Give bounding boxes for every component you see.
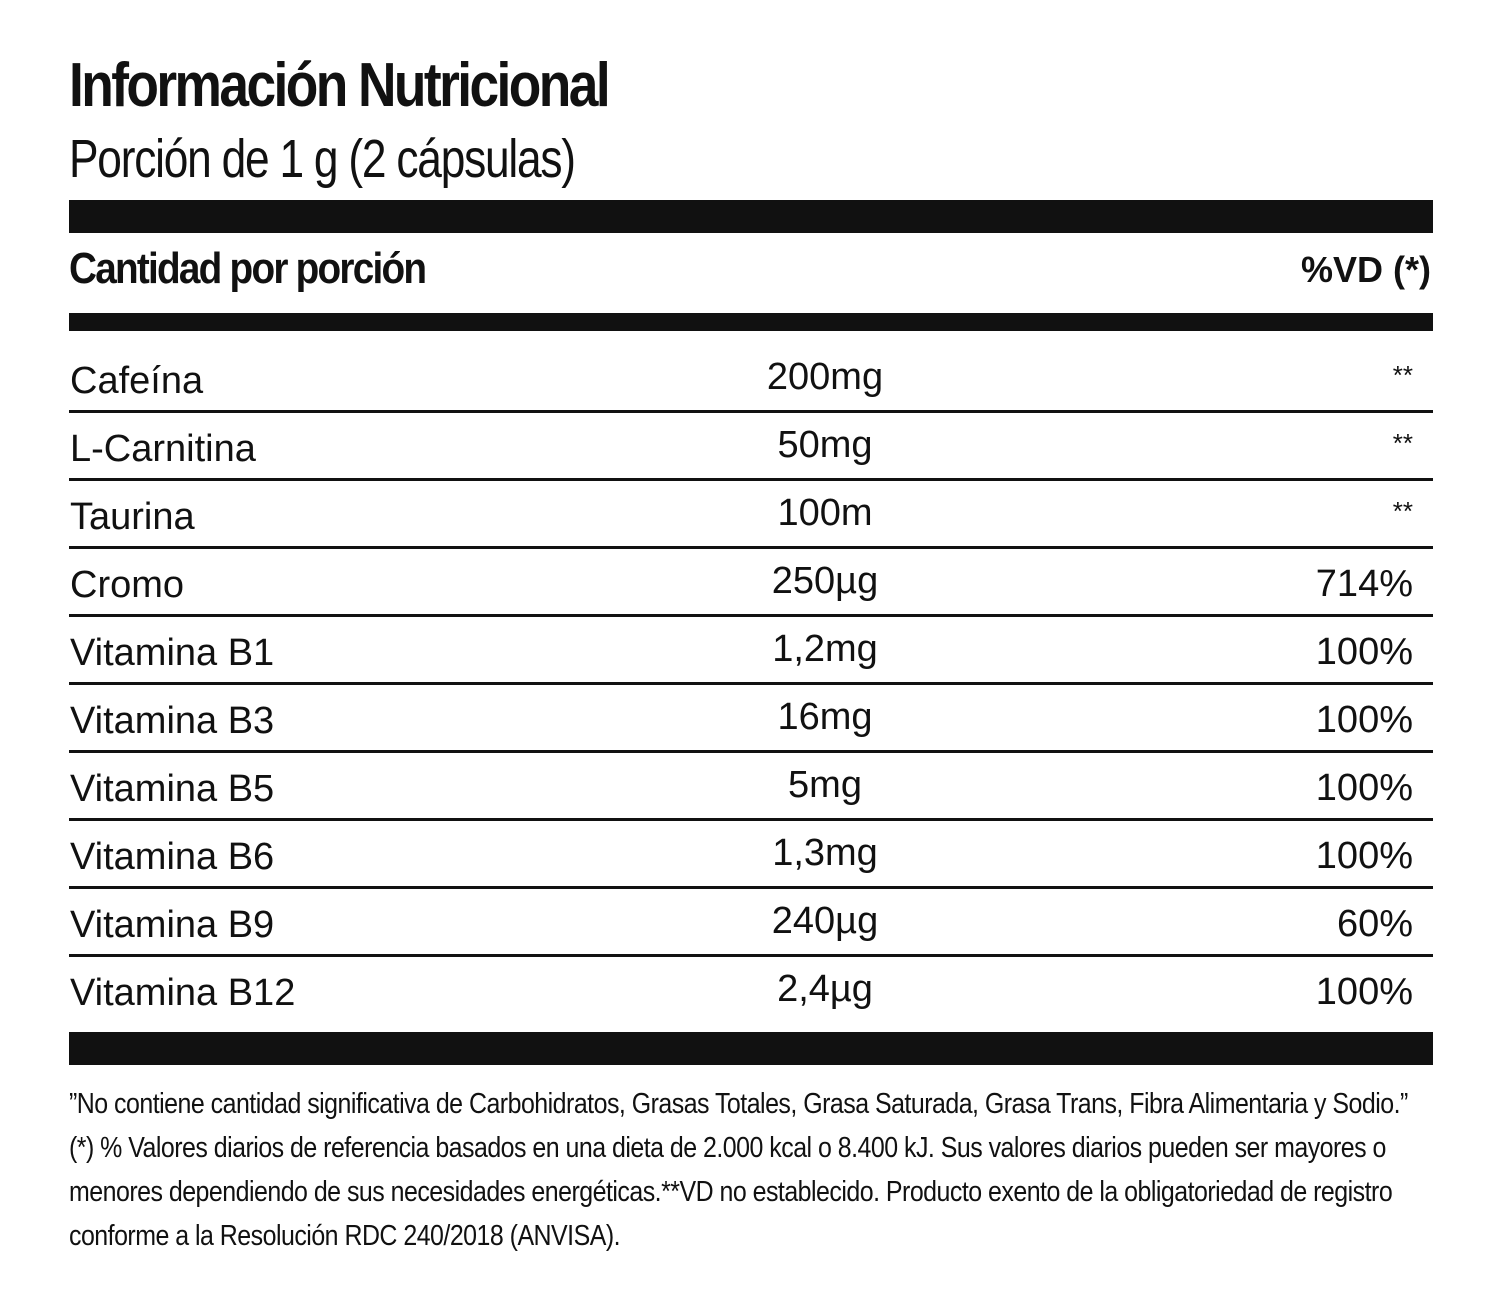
nutrient-amount: 250µg <box>771 560 879 602</box>
nutrient-amount: 200mg <box>766 356 884 398</box>
nutrient-name: Vitamina B9 <box>70 904 275 946</box>
nutrient-name: Vitamina B12 <box>70 972 296 1014</box>
nutrient-row: Vitamina B3 16mg 100% <box>69 685 1433 753</box>
nutrient-name: Taurina <box>70 496 195 538</box>
nutrient-amount: 1,3mg <box>772 832 878 874</box>
nutrient-dv: 714% <box>1315 563 1413 605</box>
nutrient-name: L-Carnitina <box>70 428 256 470</box>
nutrient-row: Taurina 100m ** <box>69 481 1433 549</box>
nutrient-amount: 240µg <box>771 900 879 942</box>
label-title: Información Nutricional <box>69 51 611 120</box>
nutrient-row: Vitamina B12 2,4µg 100% <box>69 957 1433 1022</box>
nutrient-name: Vitamina B5 <box>70 768 275 810</box>
serving-size: Porción de 1 g (2 cápsulas) <box>69 129 576 189</box>
nutrient-row: Vitamina B9 240µg 60% <box>69 889 1433 957</box>
nutrient-dv: 60% <box>1336 903 1413 945</box>
nutrient-name: Vitamina B3 <box>70 700 275 742</box>
divider-bar-bottom <box>69 1032 1433 1065</box>
nutrient-dv: ** <box>1392 496 1413 526</box>
nutrient-row: Vitamina B5 5mg 100% <box>69 753 1433 821</box>
nutrient-dv: 100% <box>1315 835 1413 877</box>
daily-value-header: %VD (*) <box>1300 249 1431 290</box>
nutrient-row: Cafeína 200mg ** <box>69 345 1433 413</box>
footnote-text: ”No contiene cantidad significativa de C… <box>69 1088 1408 1252</box>
nutrient-amount: 100m <box>777 492 873 534</box>
nutrient-amount: 50mg <box>777 424 873 466</box>
nutrient-name: Vitamina B1 <box>70 632 275 674</box>
nutrient-row: Vitamina B1 1,2mg 100% <box>69 617 1433 685</box>
amount-per-serving-header: Cantidad por porción <box>69 244 427 293</box>
nutrient-dv: ** <box>1392 360 1413 390</box>
nutrient-amount: 1,2mg <box>772 628 878 670</box>
nutrient-dv: 100% <box>1315 767 1413 809</box>
nutrient-dv: 100% <box>1315 971 1413 1013</box>
nutrient-row: Cromo 250µg 714% <box>69 549 1433 617</box>
nutrient-dv: 100% <box>1315 631 1413 673</box>
nutrient-row: L-Carnitina 50mg ** <box>69 413 1433 481</box>
nutrient-amount: 2,4µg <box>777 968 873 1010</box>
nutrient-name: Cafeína <box>70 360 204 402</box>
divider-bar-middle <box>69 313 1433 331</box>
nutrient-dv: 100% <box>1315 699 1413 741</box>
nutrient-name: Cromo <box>70 564 185 606</box>
nutrient-amount: 5mg <box>788 764 862 806</box>
divider-bar-top <box>69 200 1433 233</box>
nutrient-table: Cafeína 200mg ** L-Carnitina 50mg ** Tau… <box>69 345 1433 1022</box>
nutrient-amount: 16mg <box>777 696 873 738</box>
nutrient-name: Vitamina B6 <box>70 836 275 878</box>
nutrient-row: Vitamina B6 1,3mg 100% <box>69 821 1433 889</box>
nutrient-dv: ** <box>1392 428 1413 458</box>
